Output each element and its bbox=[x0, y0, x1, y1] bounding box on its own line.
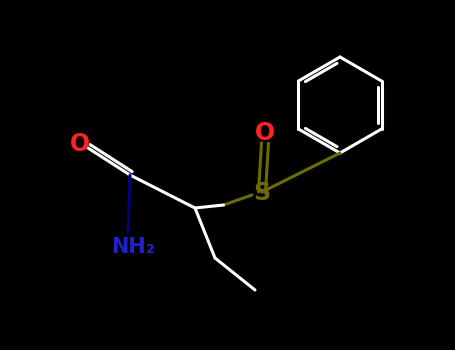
Text: NH₂: NH₂ bbox=[111, 237, 155, 257]
Text: O: O bbox=[255, 121, 275, 145]
Text: O: O bbox=[70, 132, 90, 156]
Text: S: S bbox=[253, 181, 271, 205]
